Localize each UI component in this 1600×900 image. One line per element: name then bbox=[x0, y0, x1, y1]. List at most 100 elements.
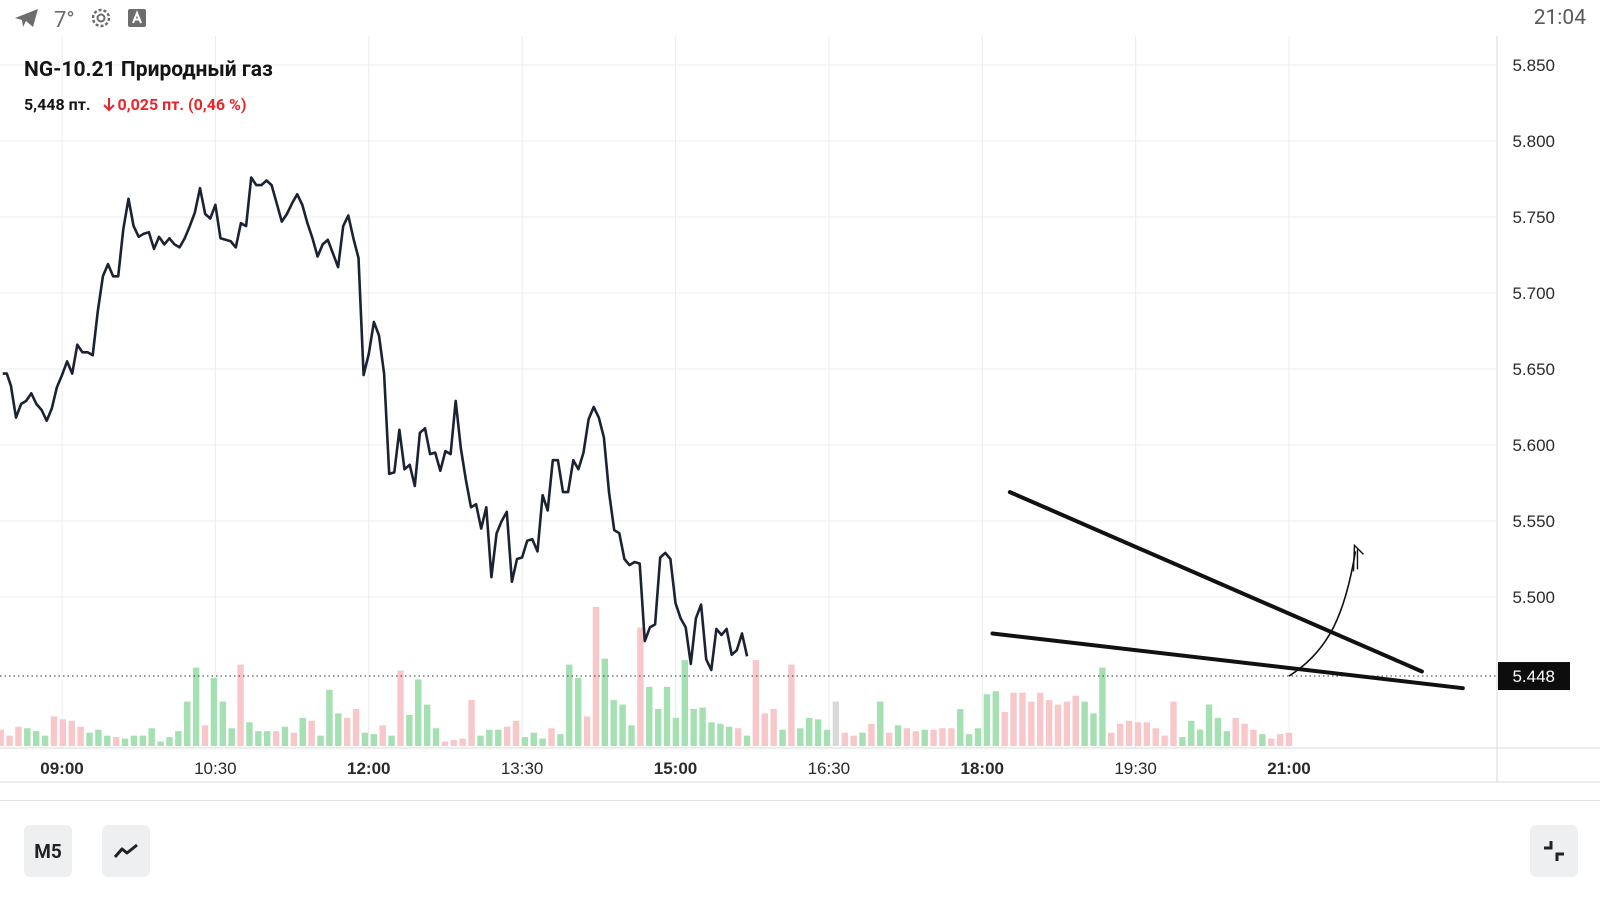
chart-grid bbox=[0, 36, 1600, 783]
x-tick-label: 09:00 bbox=[40, 759, 83, 778]
volume-bar bbox=[726, 726, 733, 746]
volume-bar bbox=[68, 720, 75, 746]
trendline-drawing bbox=[990, 490, 1465, 691]
volume-bar bbox=[1037, 692, 1044, 746]
volume-bar bbox=[930, 729, 937, 746]
volume-bar bbox=[228, 728, 235, 746]
price-chart[interactable]: 5.850 5.800 5.750 5.700 5.650 5.600 5.550 5.500… bbox=[0, 0, 1600, 800]
volume-bar bbox=[1214, 717, 1222, 746]
volume-bar bbox=[237, 664, 244, 746]
volume-bar bbox=[24, 728, 31, 746]
x-tick-label: 18:00 bbox=[961, 759, 1004, 778]
volume-bar bbox=[0, 729, 4, 746]
settings-cog-icon bbox=[89, 6, 113, 34]
volume-bar bbox=[486, 729, 493, 746]
arrow-down-icon bbox=[102, 98, 115, 112]
volume-bar bbox=[512, 720, 520, 746]
volume-bar bbox=[654, 709, 662, 746]
volume-bar bbox=[672, 717, 680, 746]
volume-bar bbox=[690, 709, 697, 746]
volume-bar bbox=[299, 717, 306, 746]
y-axis: 5.850 5.800 5.750 5.700 5.650 5.600 5.550 5.500… bbox=[1498, 56, 1570, 691]
volume-bar bbox=[610, 700, 617, 746]
volume-bar bbox=[1108, 732, 1115, 746]
last-price-badge bbox=[1498, 662, 1570, 691]
font-a-icon bbox=[127, 8, 147, 32]
volume-bar bbox=[468, 700, 475, 746]
volume-bar bbox=[903, 728, 911, 746]
upper-trendline bbox=[1007, 490, 1424, 674]
y-tick-label: 5.850 bbox=[1512, 56, 1555, 75]
volume-bar bbox=[104, 735, 111, 746]
volume-bar bbox=[317, 735, 324, 746]
volume-bar bbox=[495, 729, 502, 746]
volume-bar bbox=[1170, 701, 1177, 746]
volume-bar bbox=[983, 694, 991, 746]
volume-bar bbox=[788, 664, 795, 746]
volume-bar bbox=[397, 670, 404, 746]
volume-bar bbox=[1232, 717, 1239, 746]
volume-bar bbox=[1054, 704, 1062, 746]
volume-bar bbox=[583, 716, 591, 746]
y-tick-label: 5.800 bbox=[1512, 132, 1555, 151]
volume-bar bbox=[1028, 701, 1035, 746]
volume-bar bbox=[1010, 692, 1017, 746]
volume-bar bbox=[15, 726, 22, 746]
volume-bar bbox=[406, 714, 413, 746]
volume-bar bbox=[992, 691, 999, 746]
send-icon bbox=[14, 7, 40, 33]
volume-bar bbox=[574, 677, 582, 746]
price-change: 0,025 пт. (0,46 %) bbox=[102, 95, 246, 114]
volume-bar bbox=[1116, 723, 1124, 746]
volume-bar bbox=[148, 728, 155, 746]
volume-bar bbox=[361, 732, 369, 746]
volume-bar bbox=[95, 729, 102, 746]
volume-bar bbox=[41, 735, 49, 746]
x-tick-label: 15:00 bbox=[654, 759, 697, 778]
collapse-button[interactable] bbox=[1530, 825, 1578, 877]
volume-bar bbox=[441, 741, 449, 746]
volume-bar bbox=[50, 716, 58, 746]
x-tick-label: 19:30 bbox=[1114, 759, 1157, 778]
volume-bar bbox=[1241, 723, 1248, 746]
volume-bar bbox=[539, 738, 546, 746]
volume-bar bbox=[272, 731, 280, 746]
last-price-label: 5.448 bbox=[1512, 667, 1555, 686]
volume-bar bbox=[965, 734, 973, 746]
volume-bar bbox=[752, 660, 760, 746]
y-tick-label: 5.700 bbox=[1512, 284, 1555, 303]
volume-bar bbox=[646, 686, 653, 746]
status-bar: 7° 21:04 bbox=[0, 0, 1600, 36]
volume-bar bbox=[734, 728, 742, 746]
volume-bar bbox=[832, 701, 840, 746]
volume-bar bbox=[477, 735, 484, 746]
y-tick-label: 5.500 bbox=[1512, 588, 1555, 607]
volume-bar bbox=[1063, 701, 1071, 746]
volume-bar bbox=[246, 722, 253, 746]
volume-bar bbox=[1179, 737, 1186, 746]
volume-bar bbox=[548, 728, 555, 746]
chart-type-button[interactable] bbox=[102, 825, 150, 877]
volume-bar bbox=[1125, 720, 1133, 746]
volume-bar bbox=[770, 709, 777, 746]
volume-bar bbox=[139, 735, 147, 746]
volume-bar bbox=[121, 738, 129, 746]
volume-bar bbox=[1081, 701, 1088, 746]
y-tick-label: 5.550 bbox=[1512, 512, 1555, 531]
volume-bar bbox=[130, 735, 138, 746]
interval-button[interactable]: M5 bbox=[24, 825, 72, 877]
volume-bar bbox=[1134, 722, 1142, 746]
bottom-divider bbox=[0, 800, 1600, 801]
breakout-arrow-head bbox=[1352, 543, 1364, 572]
volume-bar bbox=[912, 731, 920, 746]
volume-bar bbox=[717, 723, 724, 746]
volume-bar bbox=[175, 731, 182, 746]
y-tick-label: 5.750 bbox=[1512, 208, 1555, 227]
volume-bar bbox=[921, 729, 928, 746]
y-tick-label: 5.600 bbox=[1512, 436, 1555, 455]
volume-bar bbox=[370, 734, 378, 746]
volume-bar bbox=[184, 701, 191, 746]
x-tick-label: 13:30 bbox=[501, 759, 544, 778]
volume-bar bbox=[157, 741, 164, 746]
volume-bar bbox=[343, 717, 351, 746]
